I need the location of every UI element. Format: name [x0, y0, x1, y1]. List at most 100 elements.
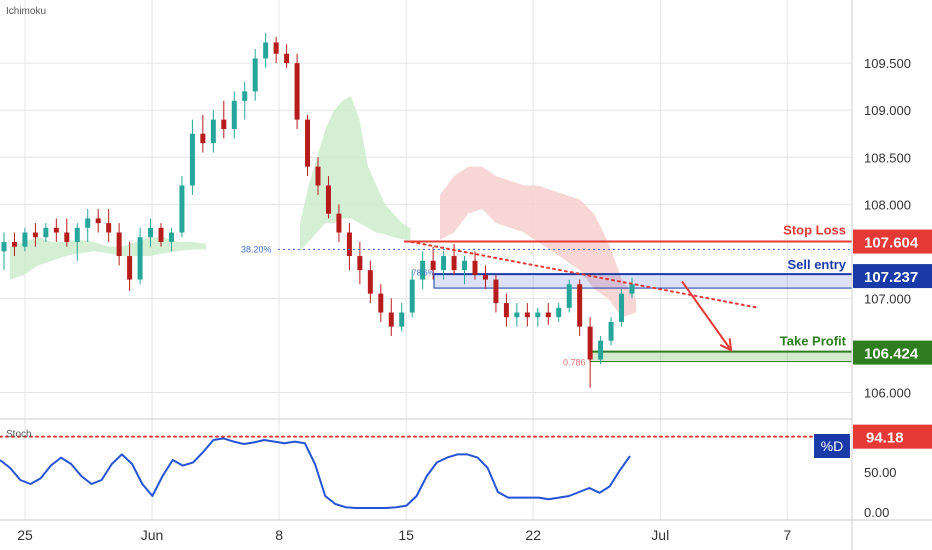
candle-body [629, 284, 635, 294]
candle [545, 303, 551, 325]
candle-body [378, 293, 384, 313]
level-labels: Stop Loss Sell entry Take Profit 107.604 107… [780, 223, 932, 458]
candle-body [284, 53, 290, 64]
candle-body [85, 218, 91, 228]
candle-body [545, 312, 551, 318]
candle-body [462, 260, 468, 271]
candle-body [577, 284, 583, 327]
candle-body [524, 312, 530, 318]
candle-body [242, 91, 248, 101]
candle [11, 232, 17, 257]
candle [273, 36, 279, 64]
candle-body [587, 326, 593, 360]
candle [399, 303, 405, 332]
candle-body [619, 293, 625, 322]
stoch-legend-bg [814, 434, 850, 458]
candle [430, 246, 436, 280]
candle [503, 293, 509, 327]
candle [284, 44, 290, 68]
candle [200, 114, 206, 153]
indicator-label: Ichimoku [6, 6, 46, 17]
candle [43, 223, 49, 242]
stoch-panel [0, 435, 853, 509]
candle-body [127, 256, 133, 280]
candle-body [315, 166, 321, 186]
candle [535, 307, 541, 327]
candle-body [294, 63, 300, 120]
candle [305, 114, 311, 177]
fib-786-label: 0.786 [563, 357, 586, 367]
time-tick-label: 8 [275, 527, 283, 543]
candle [95, 209, 101, 233]
candle-body [168, 232, 174, 242]
candle [179, 176, 185, 238]
sell-entry-price-label-bg [853, 264, 932, 289]
candle-body [598, 340, 604, 360]
candle-body [210, 119, 216, 144]
candle-body [493, 279, 499, 304]
candle [587, 317, 593, 388]
stoch-level-label-bg [853, 424, 932, 449]
candles [1, 33, 635, 388]
candle-body [95, 218, 101, 224]
trendline [410, 240, 760, 309]
time-tick-label: 22 [525, 527, 541, 543]
fib-small-label: 78.6% [412, 269, 435, 278]
candle [148, 218, 154, 247]
stoch-tick-label: 50.00 [864, 465, 897, 480]
candle-body [273, 42, 279, 54]
candle-body [231, 100, 237, 130]
candle-body [535, 312, 541, 318]
candle [116, 223, 122, 266]
candle-body [430, 260, 436, 271]
time-tick-label: 7 [783, 527, 791, 543]
candle [441, 251, 447, 280]
sell-entry-title: Sell entry [787, 257, 846, 272]
stoch-d-line [0, 437, 631, 509]
candle-body [74, 227, 80, 242]
candle-body [608, 321, 614, 341]
candle-body [441, 256, 447, 271]
candle [493, 274, 499, 313]
grid [0, 0, 852, 520]
candle-body [388, 312, 394, 327]
stoch-label: Stoch [6, 429, 32, 440]
candle [629, 277, 635, 299]
candle-body [263, 42, 269, 59]
price-axis[interactable]: 109.500 109.000 108.500 108.000 107.000 106.0… [864, 56, 911, 520]
price-tick-label: 109.500 [864, 56, 911, 71]
candle-body [1, 241, 7, 252]
candle [514, 303, 520, 327]
time-tick-label: 25 [17, 527, 33, 543]
candle-body [556, 307, 562, 318]
candle [127, 241, 133, 291]
candle [420, 251, 426, 289]
cloud-bullish [10, 237, 206, 280]
candle-body [482, 274, 488, 280]
stoch-tick-label: 0.00 [864, 505, 889, 520]
take-profit-title: Take Profit [780, 334, 847, 349]
candle [137, 227, 143, 285]
candle-body [503, 303, 509, 318]
candle [566, 279, 572, 313]
candle-body [189, 133, 195, 186]
candle [106, 209, 112, 242]
take-profit-price-label-bg [853, 340, 932, 365]
take-profit-price-label: 106.424 [864, 346, 919, 363]
stop-loss-title: Stop Loss [783, 223, 846, 238]
candle [210, 110, 216, 153]
candle [22, 227, 28, 252]
candle-body [451, 256, 457, 271]
candle-body [325, 185, 331, 214]
candle [462, 256, 468, 285]
candle-body [158, 227, 164, 242]
candle [315, 157, 321, 195]
candle [388, 298, 394, 337]
candle-body [221, 119, 227, 130]
candle [168, 227, 174, 252]
time-axis[interactable]: 25 Jun 8 15 22 Jul 7 [17, 527, 791, 543]
candle [189, 119, 195, 195]
candle [53, 218, 59, 242]
candle [252, 49, 258, 101]
